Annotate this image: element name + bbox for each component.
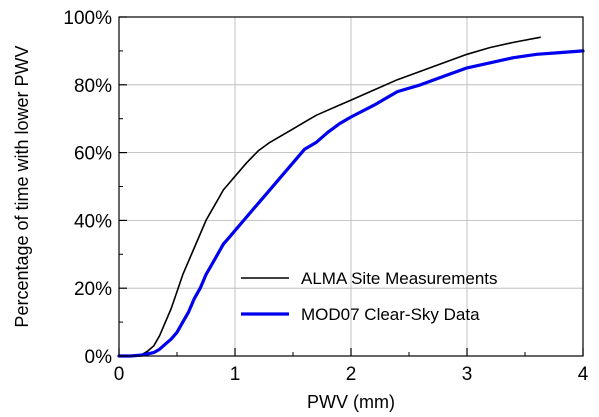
legend: ALMA Site Measurements MOD07 Clear-Sky D… <box>241 269 498 324</box>
y-tick-label: 80% <box>74 76 112 97</box>
series-line-mod07 <box>117 49 585 358</box>
x-tick-label: 3 <box>462 364 473 385</box>
legend-label-mod07: MOD07 Clear-Sky Data <box>301 305 480 324</box>
axis-ticks: 0 1 2 3 40%20%40%60%80%100% <box>63 8 588 385</box>
series-lines <box>117 36 585 358</box>
y-tick-label: 60% <box>74 144 112 165</box>
grid <box>119 17 583 356</box>
y-tick-label: 0% <box>85 347 113 368</box>
x-tick-label: 0 <box>114 364 125 385</box>
y-tick-label: 40% <box>74 211 112 232</box>
x-tick-label: 4 <box>578 364 589 385</box>
x-tick-label: 1 <box>230 364 241 385</box>
x-tick-label: 2 <box>346 364 357 385</box>
y-tick-label: 100% <box>63 8 112 29</box>
y-axis-label: Percentage of time with lower PWV <box>12 45 32 327</box>
legend-label-alma: ALMA Site Measurements <box>301 269 498 288</box>
x-axis-label: PWV (mm) <box>307 392 395 412</box>
series-line-alma <box>118 36 541 357</box>
y-tick-label: 20% <box>74 279 112 300</box>
